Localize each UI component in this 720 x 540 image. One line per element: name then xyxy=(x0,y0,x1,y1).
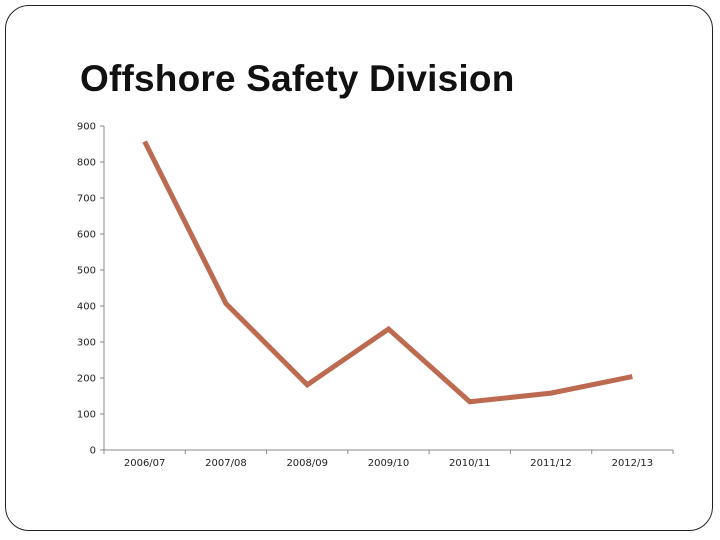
y-tick-label: 0 xyxy=(90,446,96,457)
slide-title: Offshore Safety Division xyxy=(80,58,515,99)
y-tick-label: 100 xyxy=(77,410,96,421)
series-layer xyxy=(142,140,633,405)
x-tick-label: 2010/11 xyxy=(449,458,491,469)
y-tick-label: 300 xyxy=(77,338,96,349)
y-tick-label: 200 xyxy=(77,374,96,385)
x-tick-label: 2012/13 xyxy=(612,458,654,469)
y-tick-label: 800 xyxy=(77,158,96,169)
series-line xyxy=(142,140,633,405)
x-tick-label: 2011/12 xyxy=(530,458,572,469)
y-tick-label: 600 xyxy=(77,230,96,241)
x-axis: 2006/07 2007/08 2008/09 2009/10 2010/11 2011/… xyxy=(103,449,674,469)
y-tick-label: 400 xyxy=(77,302,96,313)
y-tick-label: 500 xyxy=(77,266,96,277)
x-tick-label: 2009/10 xyxy=(368,458,410,469)
y-tick-label: 700 xyxy=(77,194,96,205)
y-tick-label: 900 xyxy=(77,122,96,133)
slide-frame xyxy=(5,5,713,531)
y-axis: 0 100 200 300 400 500 600 700 800 900 xyxy=(77,122,105,457)
x-tick-label: 2008/09 xyxy=(286,458,328,469)
x-tick-label: 2007/08 xyxy=(205,458,247,469)
x-tick-label: 2006/07 xyxy=(124,458,166,469)
